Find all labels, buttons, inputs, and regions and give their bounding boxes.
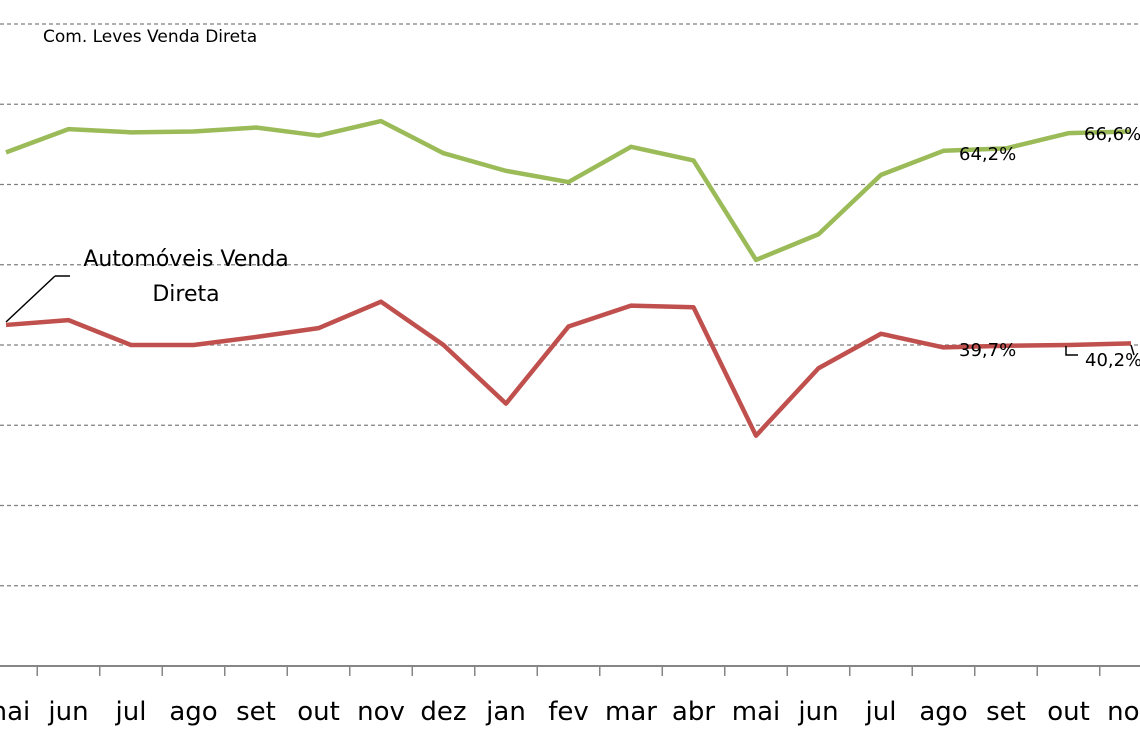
x-tick-label: dez (420, 697, 466, 727)
x-tick-label: set (986, 697, 1026, 727)
series-label-com-leves: Com. Leves Venda Direta (43, 27, 257, 47)
series-line-com-leves (5, 118, 1132, 263)
x-tick-label: fev (548, 697, 589, 727)
x-tick-label: jan (485, 697, 526, 727)
x-tick-label: ago (169, 697, 217, 727)
x-tick-label: abr (672, 697, 715, 727)
x-tick-label: jun (797, 697, 838, 727)
data-label: 39,7% (959, 340, 1016, 361)
x-tick-label: jun (47, 697, 88, 727)
series-line-automoveis (5, 299, 1132, 438)
x-tick-label: mar (605, 697, 657, 727)
x-tick-label: mai (0, 697, 30, 727)
x-tick-label: out (1047, 697, 1090, 727)
x-tick-label: set (236, 697, 276, 727)
series-label-leader-line (5, 275, 56, 323)
x-tick-label: nov (1107, 697, 1140, 727)
data-label-leader (1065, 346, 1078, 356)
data-label: 66,6% (1084, 124, 1140, 145)
x-tick-label: nov (357, 697, 405, 727)
x-tick-label: jul (115, 697, 147, 727)
data-labels: 64,2% 66,6% 39,7% 40,2% (959, 124, 1140, 371)
data-label: 64,2% (959, 144, 1016, 165)
x-axis-tick-labels: maijunjulagosetoutnovdezjanfevmarabrmaij… (0, 697, 1140, 727)
series-label-automoveis: Automóveis Venda Direta (83, 247, 288, 307)
x-axis-ticks (36, 666, 1101, 676)
data-label-leader (1130, 344, 1135, 356)
x-tick-label: mai (732, 697, 780, 727)
x-tick-label: out (297, 697, 340, 727)
data-label: 40,2% (1085, 350, 1140, 371)
x-tick-label: jul (865, 697, 897, 727)
series-lines (5, 118, 1132, 438)
x-tick-label: ago (919, 697, 967, 727)
